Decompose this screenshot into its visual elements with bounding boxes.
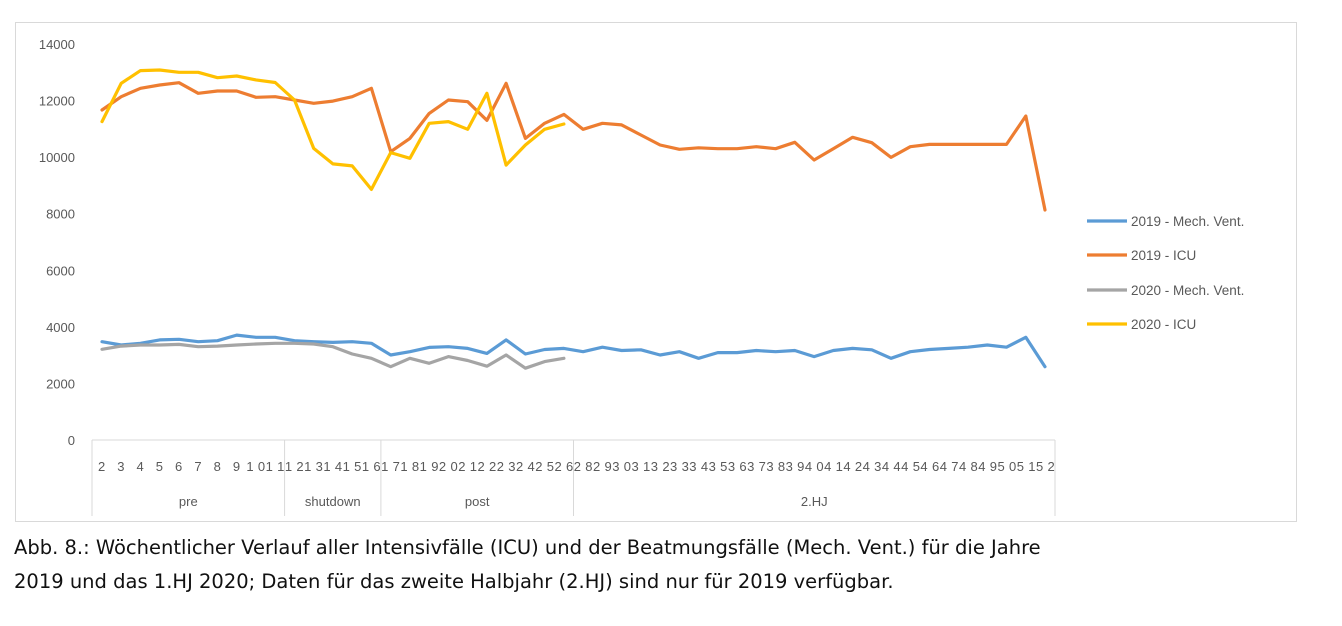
- x-tick-label: 48: [959, 459, 978, 474]
- legend-label: 2020 - Mech. Vent.: [1131, 283, 1244, 298]
- x-tick-label: 33: [670, 459, 689, 474]
- series-line-2020-icu: [100, 68, 566, 191]
- y-tick-label: 14000: [39, 37, 75, 52]
- x-tick-label: 25: [535, 459, 554, 474]
- x-tick-label: 43: [863, 459, 882, 474]
- x-tick-label: 39: [786, 459, 805, 474]
- x-tick-label: 42: [843, 459, 862, 474]
- x-tick-label: 41: [824, 459, 843, 474]
- x-tick-label: 20: [439, 459, 458, 474]
- y-tick-label: 8000: [46, 207, 75, 222]
- legend-label: 2019 - ICU: [1131, 248, 1196, 263]
- x-tick-label: 15: [343, 459, 362, 474]
- x-tick-label: 16: [362, 459, 381, 474]
- x-tick-label: 14: [323, 459, 342, 474]
- x-group-label: 2.HJ: [801, 494, 828, 509]
- x-tick-label: 11: [266, 459, 285, 474]
- x-tick-label: 49: [978, 459, 997, 474]
- x-tick-label: 45: [901, 459, 920, 474]
- x-tick-label: 7: [194, 459, 201, 474]
- chart-area: [15, 22, 1297, 522]
- x-tick-label: 8: [214, 459, 221, 474]
- x-tick-label: 32: [651, 459, 670, 474]
- x-tick-label: 36: [728, 459, 747, 474]
- x-tick-label: 6: [175, 459, 182, 474]
- y-tick-label: 4000: [46, 320, 75, 335]
- x-tick-label: 23: [497, 459, 516, 474]
- x-tick-label: 35: [709, 459, 728, 474]
- x-tick-label: 37: [747, 459, 766, 474]
- figure-caption: Abb. 8.: Wöchentlicher Verlauf aller Int…: [14, 531, 1314, 599]
- x-tick-label: 19: [420, 459, 439, 474]
- x-tick-label: 34: [689, 459, 708, 474]
- x-tick-label: 52: [1036, 459, 1055, 474]
- x-tick-label: 38: [766, 459, 785, 474]
- x-tick-label: 44: [882, 459, 901, 474]
- x-tick-label: 3: [117, 459, 124, 474]
- y-tick-label: 0: [68, 433, 75, 448]
- x-tick-label: 12: [285, 459, 304, 474]
- x-group-label: pre: [179, 494, 198, 509]
- y-tick-label: 10000: [39, 150, 75, 165]
- x-tick-label: 9: [233, 459, 240, 474]
- x-tick-label: 18: [400, 459, 419, 474]
- x-tick-label: 10: [246, 459, 265, 474]
- x-group-label: shutdown: [305, 494, 361, 509]
- series-line-2019-icu: [100, 81, 1047, 212]
- x-tick-label: 5: [156, 459, 163, 474]
- x-tick-label: 28: [574, 459, 593, 474]
- y-tick-label: 12000: [39, 94, 75, 109]
- legend-label: 2019 - Mech. Vent.: [1131, 214, 1244, 229]
- y-tick-label: 2000: [46, 376, 75, 391]
- x-tick-label: 40: [805, 459, 824, 474]
- x-tick-label: 31: [632, 459, 651, 474]
- x-group-label: post: [465, 494, 490, 509]
- x-tick-label: 2: [98, 459, 105, 474]
- y-tick-label: 6000: [46, 263, 75, 278]
- x-tick-label: 22: [477, 459, 496, 474]
- x-tick-label: 24: [516, 459, 535, 474]
- x-tick-label: 4: [137, 459, 144, 474]
- x-tick-label: 47: [940, 459, 959, 474]
- x-tick-label: 17: [381, 459, 400, 474]
- x-tick-label: 46: [920, 459, 939, 474]
- caption-line-2: 2019 und das 1.HJ 2020; Daten für das zw…: [14, 570, 894, 593]
- series-line-2020-mech-vent-: [100, 341, 566, 370]
- x-tick-label: 26: [554, 459, 573, 474]
- series-line-2019-mech-vent-: [100, 333, 1047, 369]
- legend-label: 2020 - ICU: [1131, 317, 1196, 332]
- caption-line-1: Abb. 8.: Wöchentlicher Verlauf aller Int…: [14, 536, 1041, 559]
- x-tick-label: 51: [1017, 459, 1036, 474]
- x-tick-label: 29: [593, 459, 612, 474]
- x-tick-label: 30: [612, 459, 631, 474]
- x-tick-label: 50: [997, 459, 1016, 474]
- x-tick-label: 21: [458, 459, 477, 474]
- x-tick-label: 13: [304, 459, 323, 474]
